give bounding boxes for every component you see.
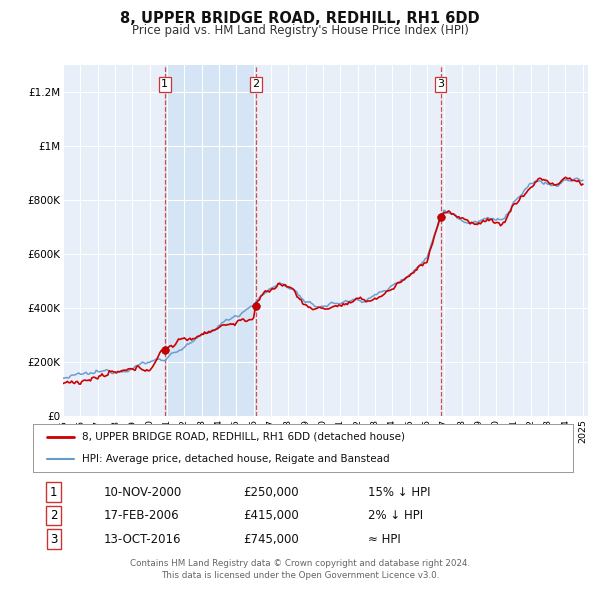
- Text: 17-FEB-2006: 17-FEB-2006: [103, 509, 179, 522]
- Text: 2: 2: [252, 79, 259, 89]
- Text: 2: 2: [50, 509, 57, 522]
- Text: 3: 3: [437, 79, 444, 89]
- Text: 3: 3: [50, 533, 57, 546]
- Text: £745,000: £745,000: [244, 533, 299, 546]
- Bar: [165, 65, 256, 416]
- Text: 15% ↓ HPI: 15% ↓ HPI: [368, 486, 430, 499]
- Text: £415,000: £415,000: [244, 509, 299, 522]
- Text: This data is licensed under the Open Government Licence v3.0.: This data is licensed under the Open Gov…: [161, 571, 439, 579]
- Text: 2% ↓ HPI: 2% ↓ HPI: [368, 509, 423, 522]
- Text: 13-OCT-2016: 13-OCT-2016: [103, 533, 181, 546]
- Text: 1: 1: [161, 79, 168, 89]
- Text: 1: 1: [50, 486, 57, 499]
- Text: 8, UPPER BRIDGE ROAD, REDHILL, RH1 6DD (detached house): 8, UPPER BRIDGE ROAD, REDHILL, RH1 6DD (…: [82, 432, 404, 442]
- Text: ≈ HPI: ≈ HPI: [368, 533, 401, 546]
- Text: Contains HM Land Registry data © Crown copyright and database right 2024.: Contains HM Land Registry data © Crown c…: [130, 559, 470, 568]
- Text: HPI: Average price, detached house, Reigate and Banstead: HPI: Average price, detached house, Reig…: [82, 454, 389, 464]
- Text: 8, UPPER BRIDGE ROAD, REDHILL, RH1 6DD: 8, UPPER BRIDGE ROAD, REDHILL, RH1 6DD: [120, 11, 480, 25]
- Text: £250,000: £250,000: [244, 486, 299, 499]
- Text: Price paid vs. HM Land Registry's House Price Index (HPI): Price paid vs. HM Land Registry's House …: [131, 24, 469, 37]
- Text: 10-NOV-2000: 10-NOV-2000: [103, 486, 181, 499]
